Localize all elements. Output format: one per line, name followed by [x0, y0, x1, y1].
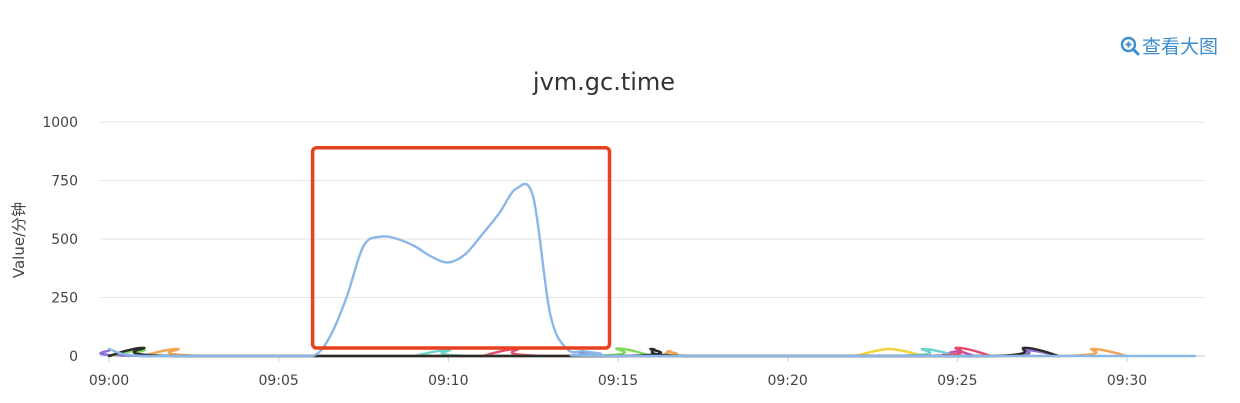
x-tick-label: 09:25 [937, 373, 977, 389]
zoom-in-icon [1120, 36, 1140, 56]
series-line [107, 182, 1197, 358]
view-large-button[interactable]: 查看大图 [1120, 32, 1218, 59]
x-tick-label: 09:00 [89, 373, 129, 389]
y-tick-label: 1000 [42, 115, 78, 131]
x-tick-label: 09:20 [767, 373, 807, 389]
x-tick-label: 09:30 [1107, 373, 1147, 389]
y-axis: 0 250 500 750 1000 [42, 115, 78, 365]
y-tick-label: 750 [51, 174, 78, 190]
y-tick-label: 0 [69, 349, 78, 365]
chart-title: jvm.gc.time [532, 68, 675, 96]
highlight-box [310, 145, 612, 350]
x-tick-label: 09:15 [598, 373, 638, 389]
y-axis-title: Value/分钟 [10, 202, 28, 278]
x-axis: 09:00 09:05 09:10 09:15 09:20 09:25 09:30 [89, 356, 1147, 389]
highlight-box-group [310, 145, 612, 350]
y-tick-label: 250 [51, 291, 78, 307]
series-group [99, 182, 1197, 358]
gridlines [100, 121, 1205, 357]
x-tick-label: 09:10 [428, 373, 468, 389]
y-tick-label: 500 [51, 232, 78, 248]
series-line [107, 346, 1061, 358]
view-large-label: 查看大图 [1141, 36, 1218, 58]
series-line [141, 347, 1129, 358]
x-tick-label: 09:05 [258, 373, 298, 389]
